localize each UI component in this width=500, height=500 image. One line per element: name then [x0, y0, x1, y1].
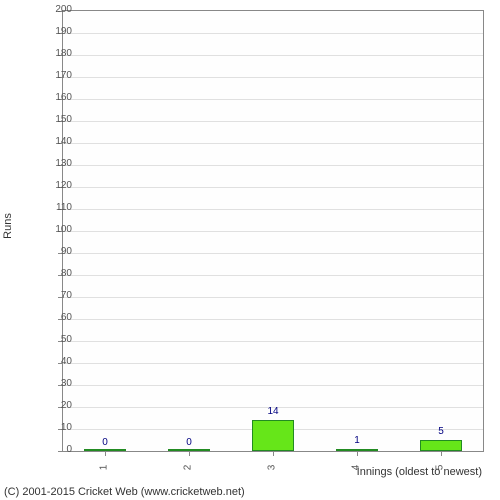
- bar-value-label: 14: [267, 406, 278, 417]
- x-tick-label: 5: [435, 458, 446, 478]
- y-tick-label: 90: [42, 247, 72, 257]
- y-tick-label: 50: [42, 335, 72, 345]
- bar-value-label: 0: [102, 437, 108, 448]
- grid-line: [63, 363, 483, 364]
- x-tick-label: 1: [99, 458, 110, 478]
- grid-line: [63, 231, 483, 232]
- x-tick: [189, 451, 190, 456]
- x-tick-label: 2: [183, 458, 194, 478]
- copyright-text: (C) 2001-2015 Cricket Web (www.cricketwe…: [4, 486, 245, 498]
- y-tick-label: 200: [42, 5, 72, 15]
- x-tick-label: 4: [351, 458, 362, 478]
- y-tick-label: 80: [42, 269, 72, 279]
- grid-line: [63, 187, 483, 188]
- y-tick-label: 140: [42, 137, 72, 147]
- y-tick-label: 170: [42, 71, 72, 81]
- y-tick-label: 110: [42, 203, 72, 213]
- y-axis-title: Runs: [2, 206, 14, 246]
- y-tick-label: 60: [42, 313, 72, 323]
- x-axis-title: Innings (oldest to newest): [357, 466, 482, 478]
- grid-line: [63, 341, 483, 342]
- grid-line: [63, 297, 483, 298]
- x-tick: [357, 451, 358, 456]
- y-tick-label: 70: [42, 291, 72, 301]
- bar: [252, 420, 294, 451]
- bar-value-label: 5: [438, 426, 444, 437]
- grid-line: [63, 143, 483, 144]
- bar-value-label: 0: [186, 437, 192, 448]
- y-tick-label: 20: [42, 401, 72, 411]
- grid-line: [63, 253, 483, 254]
- y-tick-label: 120: [42, 181, 72, 191]
- y-tick-label: 100: [42, 225, 72, 235]
- grid-line: [63, 121, 483, 122]
- chart-container: 0 0 14 1 5: [62, 10, 482, 450]
- bar: [420, 440, 462, 451]
- grid-line: [63, 275, 483, 276]
- grid-line: [63, 209, 483, 210]
- y-tick-label: 30: [42, 379, 72, 389]
- y-tick-label: 190: [42, 27, 72, 37]
- grid-line: [63, 55, 483, 56]
- x-tick: [105, 451, 106, 456]
- x-tick-label: 3: [267, 458, 278, 478]
- y-tick-label: 180: [42, 49, 72, 59]
- grid-line: [63, 77, 483, 78]
- y-tick-label: 40: [42, 357, 72, 367]
- grid-line: [63, 33, 483, 34]
- x-tick: [441, 451, 442, 456]
- grid-line: [63, 99, 483, 100]
- y-tick-label: 10: [42, 423, 72, 433]
- y-tick-label: 160: [42, 93, 72, 103]
- grid-line: [63, 385, 483, 386]
- y-tick-label: 130: [42, 159, 72, 169]
- grid-line: [63, 165, 483, 166]
- bar-value-label: 1: [354, 435, 360, 446]
- y-tick-label: 0: [42, 445, 72, 455]
- grid-line: [63, 319, 483, 320]
- y-tick-label: 150: [42, 115, 72, 125]
- x-tick: [273, 451, 274, 456]
- plot-area: 0 0 14 1 5: [62, 10, 484, 452]
